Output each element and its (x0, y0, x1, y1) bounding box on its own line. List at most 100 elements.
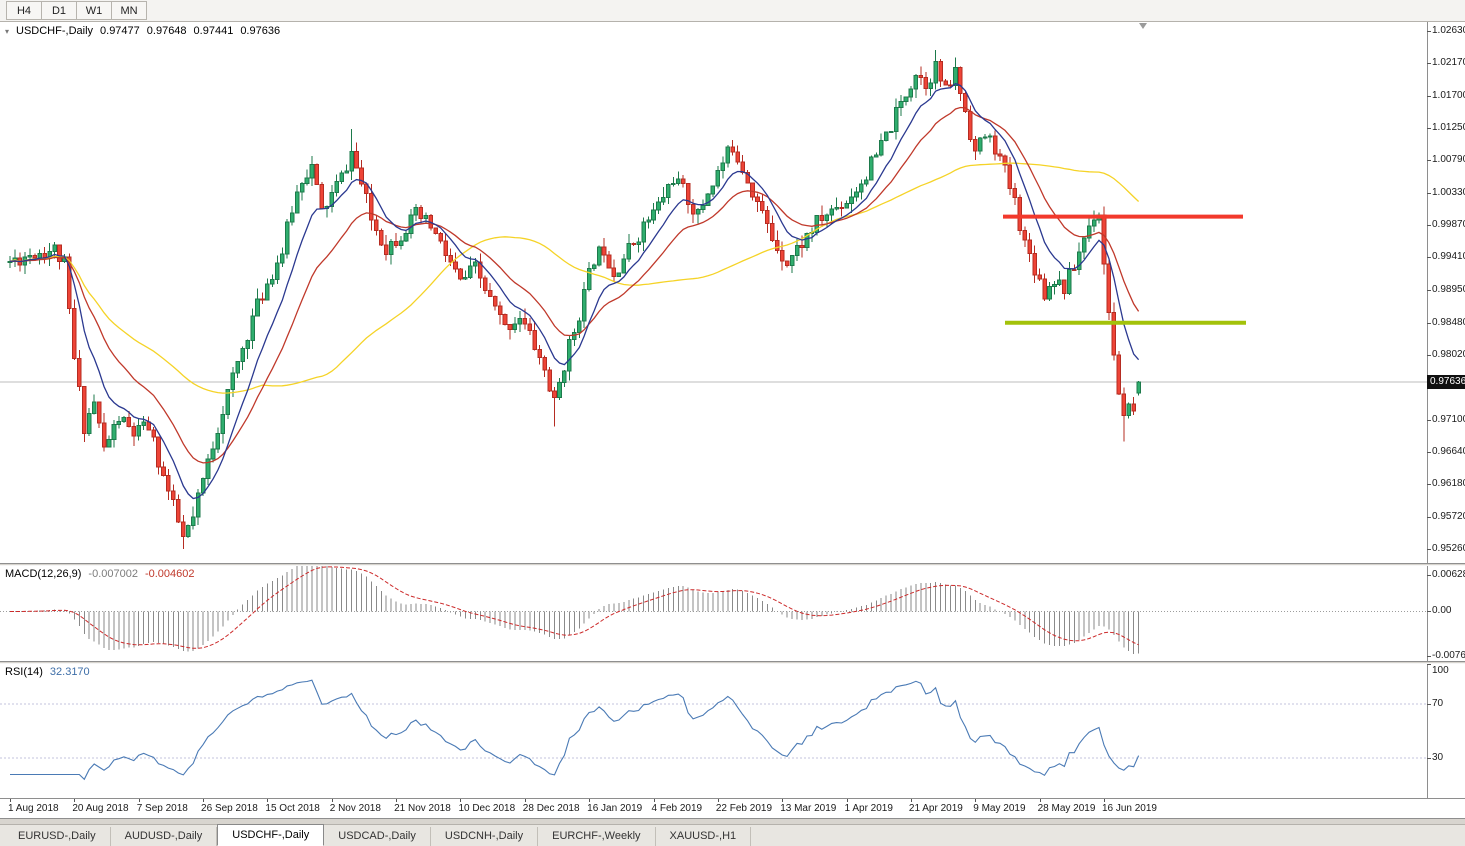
axis-tick (1427, 63, 1431, 64)
chart-window: ▾ USDCHF-,Daily 0.97477 0.97648 0.97441 … (0, 22, 1465, 819)
price-tick-label: 0.95260 (1432, 543, 1465, 554)
date-label: 7 Sep 2018 (136, 803, 188, 814)
timeframe-button-d1[interactable]: D1 (41, 1, 76, 20)
chart-header: ▾ USDCHF-,Daily 0.97477 0.97648 0.97441 … (5, 25, 280, 37)
price-tick-label: 0.99870 (1432, 219, 1465, 230)
chart-tab-usdcnh[interactable]: USDCNH-,Daily (431, 827, 539, 846)
chart-tab-eurusd[interactable]: EURUSD-,Daily (4, 827, 111, 846)
axis-tick (1427, 225, 1431, 226)
price-tick-label: 1.00330 (1432, 187, 1465, 198)
axis-tick (1427, 257, 1431, 258)
date-label: 28 Dec 2018 (522, 803, 580, 814)
macd-value: -0.007002 (88, 568, 138, 580)
axis-tick (1427, 31, 1431, 32)
timeframe-button-h4[interactable]: H4 (6, 1, 41, 20)
date-tick (911, 799, 912, 802)
date-label: 22 Feb 2019 (715, 803, 773, 814)
date-tick (1040, 799, 1041, 802)
date-tick (525, 799, 526, 802)
macd-pane[interactable]: MACD(12,26,9) -0.007002 -0.004602 (0, 566, 1427, 661)
price-tick-label: 0.97100 (1432, 414, 1465, 425)
current-price-badge: 0.97636 (1427, 375, 1465, 389)
axis-tick (1427, 160, 1431, 161)
macd-scale-label: -0.007635 (1432, 650, 1465, 661)
rsi-scale-label: 70 (1432, 698, 1444, 709)
price-axis (1427, 22, 1465, 798)
date-tick (267, 799, 268, 802)
date-tick (10, 799, 11, 802)
axis-tick (1427, 484, 1431, 485)
macd-scale-label: 0.00 (1432, 605, 1452, 616)
axis-tick (1427, 128, 1431, 129)
date-label: 15 Oct 2018 (265, 803, 320, 814)
ohlc-close: 0.97636 (240, 25, 281, 37)
chart-tab-eurchf[interactable]: EURCHF-,Weekly (538, 827, 656, 846)
rsi-label: RSI(14) 32.3170 (5, 666, 90, 678)
date-label: 1 Apr 2019 (844, 803, 893, 814)
axis-tick (1427, 290, 1431, 291)
macd-label: MACD(12,26,9) -0.007002 -0.004602 (5, 568, 195, 580)
date-tick (782, 799, 783, 802)
date-label: 10 Dec 2018 (458, 803, 516, 814)
price-tick-label: 0.98020 (1432, 349, 1465, 360)
chart-shift-icon (1139, 23, 1147, 29)
chart-tab-audusd[interactable]: AUDUSD-,Daily (111, 827, 218, 846)
timeframe-button-w1[interactable]: W1 (76, 1, 111, 20)
date-label: 4 Feb 2019 (651, 803, 703, 814)
price-tick-label: 1.01250 (1432, 122, 1465, 133)
chart-tab-xauusd[interactable]: XAUUSD-,H1 (656, 827, 752, 846)
price-chart-pane[interactable]: ▾ USDCHF-,Daily 0.97477 0.97648 0.97441 … (0, 22, 1427, 563)
date-label: 21 Nov 2018 (394, 803, 451, 814)
date-tick (1104, 799, 1105, 802)
date-label: 2 Nov 2018 (329, 803, 381, 814)
date-tick (203, 799, 204, 802)
axis-tick (1427, 664, 1431, 665)
axis-tick (1427, 575, 1431, 576)
chart-collapse-icon[interactable]: ▾ (5, 26, 10, 36)
date-tick (74, 799, 75, 802)
date-tick (460, 799, 461, 802)
rsi-scale-label: 30 (1432, 752, 1444, 763)
axis-tick (1427, 611, 1431, 612)
rsi-chart (0, 679, 1427, 781)
date-tick (847, 799, 848, 802)
price-tick-label: 1.00790 (1432, 154, 1465, 165)
chart-title: USDCHF-,Daily (16, 25, 94, 37)
date-tick (396, 799, 397, 802)
macd-signal-value: -0.004602 (144, 568, 195, 580)
ohlc-low: 0.97441 (193, 25, 234, 37)
axis-tick (1427, 355, 1431, 356)
price-tick-label: 1.02170 (1432, 57, 1465, 68)
pane-separator[interactable] (0, 563, 1465, 566)
date-label: 9 May 2019 (973, 803, 1026, 814)
price-tick-label: 0.96640 (1432, 446, 1465, 457)
date-label: 21 Apr 2019 (908, 803, 963, 814)
macd-chart (0, 566, 1427, 654)
rsi-scale-label: 100 (1432, 665, 1449, 676)
chart-tab-bar: EURUSD-,Daily AUDUSD-,Daily USDCHF-,Daily U… (0, 824, 1465, 846)
axis-tick (1427, 758, 1431, 759)
rsi-pane[interactable]: RSI(14) 32.3170 (0, 664, 1427, 798)
price-tick-label: 0.98480 (1432, 317, 1465, 328)
axis-tick (1427, 323, 1431, 324)
axis-tick (1427, 517, 1431, 518)
date-tick (718, 799, 719, 802)
date-tick (332, 799, 333, 802)
ohlc-open: 0.97477 (100, 25, 140, 37)
price-tick-label: 0.99410 (1432, 251, 1465, 262)
date-label: 1 Aug 2018 (8, 803, 59, 814)
axis-tick (1427, 452, 1431, 453)
pane-separator[interactable] (0, 661, 1465, 664)
date-tick (589, 799, 590, 802)
date-label: 28 May 2019 (1037, 803, 1096, 814)
chart-tab-usdchf[interactable]: USDCHF-,Daily (217, 824, 325, 846)
timeframe-button-mn[interactable]: MN (111, 1, 147, 20)
date-tick (975, 799, 976, 802)
chart-tab-usdcad[interactable]: USDCAD-,Daily (324, 827, 431, 846)
candlestick-chart[interactable] (0, 22, 1427, 563)
macd-name: MACD(12,26,9) (5, 568, 82, 580)
date-tick (139, 799, 140, 802)
rsi-name: RSI(14) (5, 666, 43, 678)
date-label: 16 Jun 2019 (1101, 803, 1157, 814)
